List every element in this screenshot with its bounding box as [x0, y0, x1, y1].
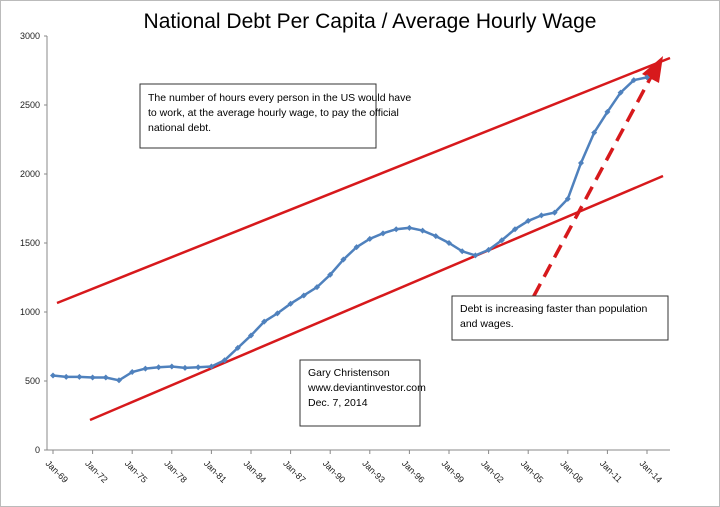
y-tick-label: 2000: [20, 169, 40, 179]
data-point: [578, 159, 584, 166]
data-point: [617, 89, 624, 96]
data-point: [221, 357, 228, 364]
data-point: [538, 212, 545, 219]
data-point: [393, 226, 400, 233]
annotation-text: Debt is increasing faster than populatio…: [460, 303, 648, 315]
data-point: [419, 227, 426, 234]
chart-title: National Debt Per Capita / Average Hourl…: [144, 10, 597, 33]
data-point: [353, 244, 360, 251]
data-point: [208, 363, 215, 370]
annotation-text: and wages.: [460, 318, 514, 330]
credit-box: [299, 359, 421, 427]
data-point: [89, 374, 96, 381]
data-point: [485, 246, 492, 253]
data-point: [512, 226, 518, 233]
annotation-text: national debt.: [148, 122, 211, 134]
note-box: [451, 295, 669, 341]
lower-trend-line: [89, 174, 664, 422]
data-point: [50, 372, 56, 379]
y-tick-label: 1000: [20, 307, 40, 317]
data-point: [406, 224, 413, 231]
y-tick-label: 3000: [20, 31, 40, 41]
y-tick-label: 1500: [20, 238, 40, 248]
y-tick-label: 2500: [20, 100, 40, 110]
data-point: [644, 74, 650, 81]
data-point: [76, 373, 83, 380]
annotation-text: Gary Christenson: [308, 367, 390, 379]
data-point: [432, 233, 439, 240]
data-point: [116, 377, 122, 384]
data-point: [327, 271, 334, 278]
data-point: [182, 364, 188, 371]
data-point: [380, 230, 386, 237]
annotation-text: The number of hours every person in the …: [148, 92, 411, 104]
data-point: [564, 195, 571, 202]
data-point: [63, 373, 70, 380]
data-point: [591, 129, 598, 136]
data-point: [102, 374, 109, 381]
y-tick-label: 500: [25, 376, 40, 386]
data-point: [551, 209, 558, 216]
data-point: [300, 292, 307, 299]
data-point: [234, 344, 241, 351]
data-point: [366, 235, 373, 242]
data-point: [446, 240, 452, 246]
data-point: [472, 252, 479, 259]
data-point: [248, 332, 254, 339]
annotation-text: Dec. 7, 2014: [308, 397, 368, 409]
annotation-text: to work, at the average hourly wage, to …: [148, 107, 399, 119]
data-point: [142, 365, 149, 372]
data-point: [155, 364, 162, 371]
note-box: [139, 83, 377, 149]
data-point: [604, 108, 611, 115]
data-point: [630, 77, 637, 84]
data-point: [129, 369, 136, 376]
dashed-arrow: [511, 74, 654, 336]
data-point: [525, 217, 532, 224]
data-line: [52, 76, 648, 382]
data-point: [314, 284, 320, 291]
annotation-text: www.deviantinvestor.com: [307, 382, 426, 394]
data-point: [274, 310, 281, 317]
data-point: [168, 363, 175, 370]
data-point: [340, 256, 347, 263]
data-point: [459, 248, 466, 255]
data-point: [498, 237, 505, 244]
data-point: [261, 318, 268, 325]
upper-trend-line: [56, 56, 671, 305]
data-point: [195, 364, 202, 371]
data-point: [287, 300, 294, 307]
y-tick-label: 0: [35, 445, 40, 455]
